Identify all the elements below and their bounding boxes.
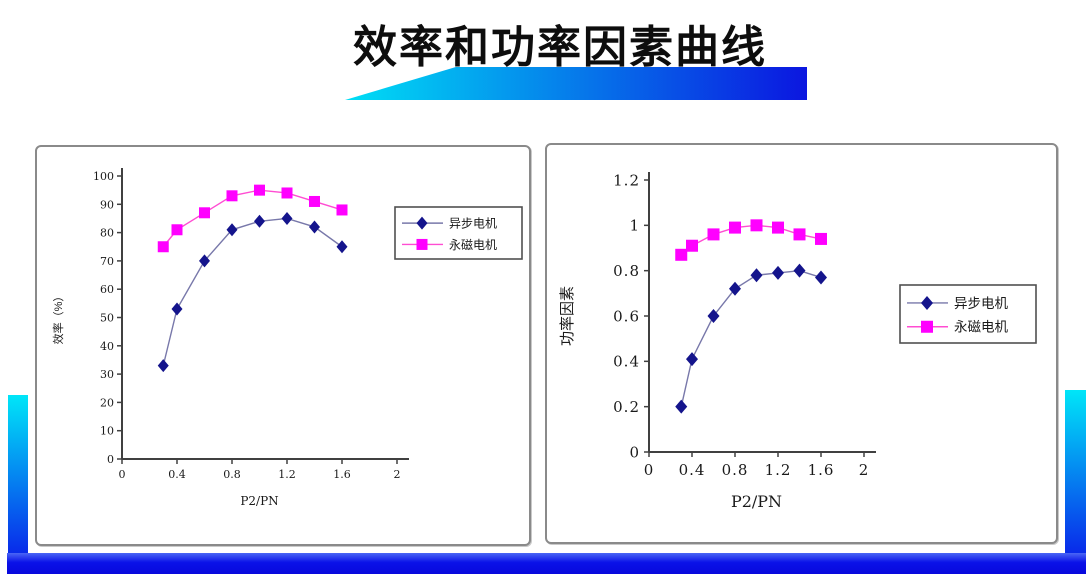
series-line [680,269,822,407]
y-axis-title: 效率（%） [51,291,65,345]
square-marker [815,232,827,245]
y-tick-label: 0.6 [613,307,640,325]
power-factor-chart-panel: 0 0.2 0.4 0.6 0.8 1 1.2 0 0.4 0.8 1.2 1.6 2 P2/PN 功率因素… [545,143,1058,544]
legend-label: 永磁电机 [449,237,497,252]
y-tick-label: 1 [629,217,640,235]
x-tick-label: 2 [394,468,401,481]
y-tick-label: 50 [100,311,114,324]
x-tick-label: 0.8 [722,461,749,479]
x-axis-title: P2/PN [240,494,278,508]
diamond-marker [772,265,784,280]
y-tick-label: 90 [100,198,114,211]
x-tick-label: 0.8 [223,468,241,481]
x-tick-label: 0 [644,461,655,479]
y-tick-label: 0.2 [613,398,640,416]
legend-box [899,284,1037,344]
diamond-marker [707,309,720,323]
x-tick-label: 2 [859,461,870,479]
square-marker [416,238,428,250]
square-marker [157,241,169,253]
diamond-marker [750,268,763,283]
square-marker [171,224,183,236]
x-tick-label: 1.2 [278,468,296,481]
legend-label: 异步电机 [449,216,497,230]
x-axis-title: P2/PN [731,492,782,511]
x-tick-label: 0.4 [679,461,706,479]
diamond-marker [171,302,183,316]
diamond-marker [416,216,428,230]
x-tick-label: 1.6 [333,468,351,481]
right-accent-bar [1065,390,1086,574]
y-tick-label: 80 [100,227,114,240]
x-tick-label: 1.2 [765,461,792,479]
power-factor-chart: 0 0.2 0.4 0.6 0.8 1 1.2 0 0.4 0.8 1.2 1.6 2 P2/PN 功率因素… [559,171,1037,511]
diamond-marker [921,295,933,310]
y-tick-label: 0.8 [613,262,640,280]
square-marker [254,184,265,196]
legend-label: 永磁电机 [954,320,1008,335]
diamond-marker [281,211,293,225]
x-tick-label: 0 [119,468,126,481]
diamond-marker [226,223,238,237]
title-block: 效率和功率因素曲线 [280,22,840,102]
diamond-marker [199,254,210,268]
legend-label: 异步电机 [954,296,1008,311]
y-tick-label: 0 [107,453,114,466]
diamond-marker [793,263,806,278]
y-tick-label: 100 [93,170,114,183]
y-tick-label: 70 [100,255,114,268]
y-tick-label: 40 [100,340,114,353]
square-marker [750,219,763,232]
series-line [162,217,343,366]
square-marker [707,228,720,241]
diamond-marker [815,270,827,285]
y-tick-label: 20 [100,396,114,409]
square-marker [199,207,210,219]
page-title: 效率和功率因素曲线 [353,23,767,72]
square-marker [921,320,933,333]
efficiency-chart: 0 10 20 30 40 50 60 70 80 90 100 0 0.4 0.8 1.2 1.6 2 P2/P… [51,168,523,508]
diamond-marker [254,214,265,228]
diamond-marker [729,281,741,296]
left-accent-bar [8,395,28,574]
diamond-marker [309,220,320,234]
square-marker [686,239,698,252]
square-marker [336,204,348,216]
x-tick-label: 0.4 [168,468,186,481]
diamond-marker [675,399,688,414]
y-axis-title: 功率因素 [559,286,576,346]
y-tick-label: 1.2 [613,171,640,189]
y-tick-label: 60 [100,283,114,296]
y-tick-label: 0.4 [613,353,640,371]
square-marker [772,221,784,234]
square-marker [281,187,293,199]
square-marker [226,190,238,202]
diamond-marker [157,359,169,373]
square-marker [793,228,806,241]
x-tick-label: 1.6 [808,461,835,479]
bottom-accent-bar [7,553,1086,574]
square-marker [309,195,320,207]
y-tick-label: 10 [100,425,114,438]
diamond-marker [336,240,348,254]
square-marker [675,248,688,261]
diamond-marker [686,352,698,367]
y-tick-label: 0 [629,443,640,461]
legend-box [394,206,523,260]
efficiency-chart-panel: 0 10 20 30 40 50 60 70 80 90 100 0 0.4 0.8 1.2 1.6 2 P2/P… [35,145,531,546]
square-marker [729,221,741,234]
y-tick-label: 30 [100,368,114,381]
